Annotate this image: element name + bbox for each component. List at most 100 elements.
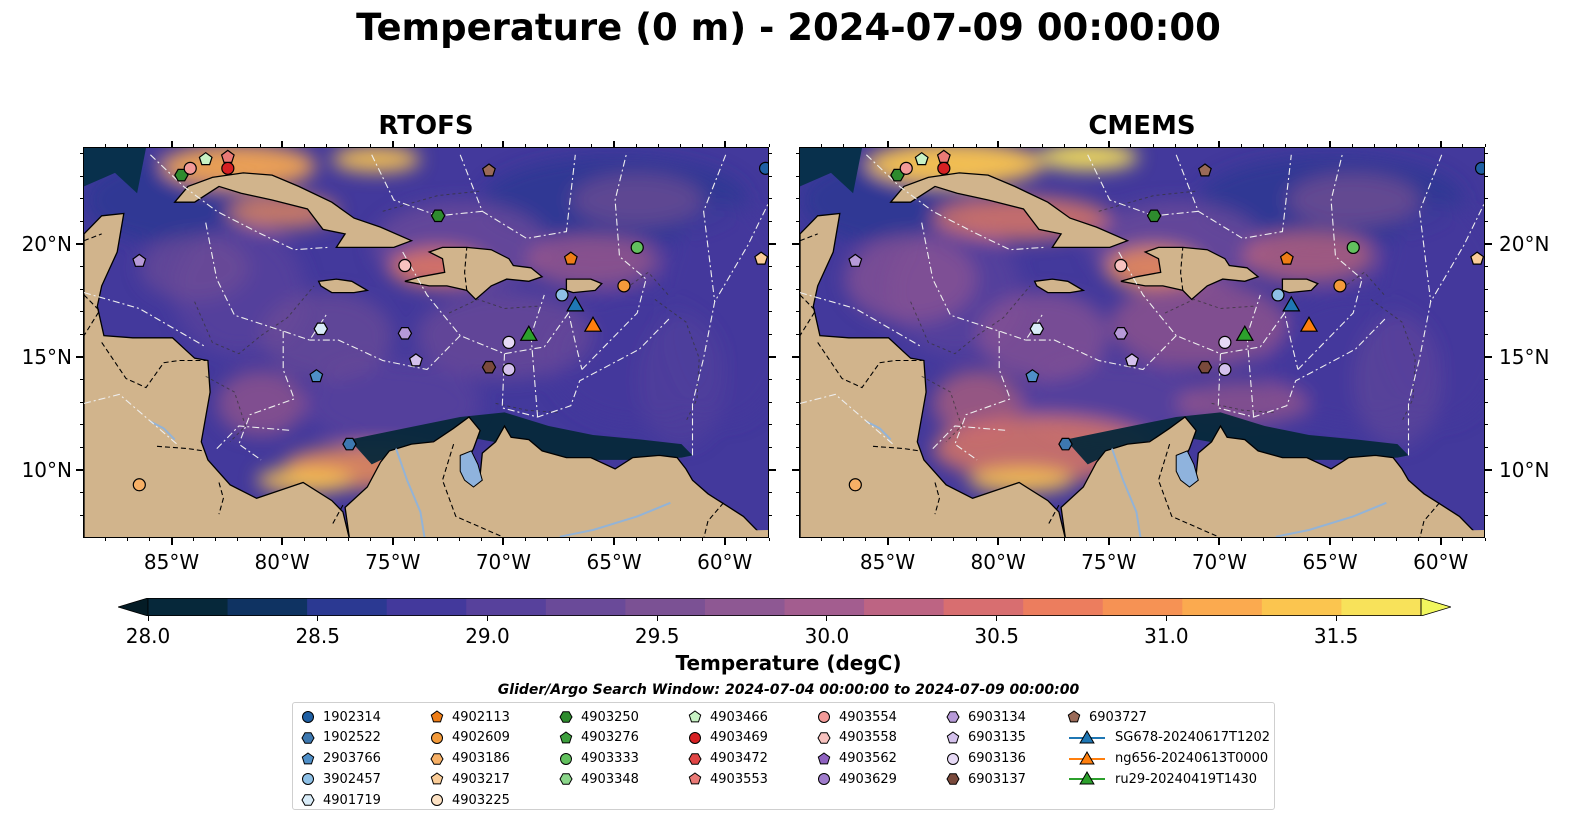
minor-tick-right [769,492,772,494]
colorbar-bin [625,598,706,616]
minor-tick-top [679,144,681,147]
legend-label: 4903186 [452,751,510,767]
minor-tick-top [1086,144,1088,147]
legend-label: 4903562 [839,751,897,767]
float-marker-swatch-icon [689,731,701,744]
legend-label: 6903137 [968,771,1026,787]
minor-tick-right [769,266,772,268]
lon-label: 85°W [859,550,916,574]
legend-label: 4903333 [581,751,639,767]
tick-mark-bottom [613,538,616,545]
eez-boundary [581,154,647,370]
lon-label: 60°W [1413,550,1469,574]
colorbar-extend-low [118,598,149,616]
argo-float-marker [1146,209,1162,223]
minor-tick-bottom [679,538,681,541]
colorbar-title: Temperature (degC) [675,651,902,675]
legend-item: 4902609 [430,728,510,748]
minor-tick-top [702,144,704,147]
legend-label: 1902314 [323,709,381,725]
temperature-field-rtofs [84,148,768,537]
minor-tick-left [80,198,83,200]
country-border [156,445,204,452]
tick-mark-left [792,243,799,246]
minor-tick-bottom [1152,538,1154,541]
legend-item: 4903469 [688,728,768,748]
eez-boundary [1087,154,1199,217]
legend-label: ru29-20240419T1430 [1115,771,1258,787]
legend-item: 4903276 [559,728,639,748]
eez-boundary [1297,154,1363,370]
country-border [817,342,922,389]
isobath-line [194,285,315,355]
minor-tick-top [842,144,844,147]
tick-mark-bottom [886,538,889,545]
eez-boundary [501,317,671,418]
country-border [101,342,206,389]
float-marker-swatch-icon [946,773,960,786]
argo-float-marker [132,478,146,492]
eez-boundary [800,292,922,348]
argo-float-marker [221,161,235,175]
eez-boundary [205,222,328,341]
minor-tick-top [126,144,128,147]
minor-tick-bottom [657,538,659,541]
isobath-line [205,375,247,443]
legend-item: 4903553 [688,769,768,789]
search-window-caption: Glider/Argo Search Window: 2024-07-04 00… [497,682,1080,698]
minor-tick-bottom [1329,538,1331,541]
legend-item: 4903466 [688,707,768,727]
minor-tick-bottom [392,538,394,541]
minor-tick-top [1418,144,1420,147]
minor-tick-top [1196,144,1198,147]
argo-float-marker [502,362,516,377]
minor-tick-right [769,153,772,155]
minor-tick-left [796,198,799,200]
minor-tick-left [796,447,799,449]
float-marker-swatch-icon [688,752,702,765]
minor-tick-bottom [502,538,504,541]
minor-tick-bottom [1174,538,1176,541]
lon-label: 80°W [254,550,310,574]
minor-tick-bottom [702,538,704,541]
land-central-america [800,212,1066,537]
float-marker-swatch-icon [301,794,315,806]
temperature-shading [84,148,768,505]
minor-tick-bottom [1440,538,1442,541]
minor-tick-top [1285,144,1287,147]
minor-tick-top [1041,144,1043,147]
colorbar-tick-label: 31.0 [1144,624,1189,648]
argo-float-marker [1025,368,1040,383]
tick-mark-bottom [1107,538,1110,545]
minor-tick-right [1485,401,1488,403]
colorbar-tick-label: 31.5 [1313,624,1359,648]
float-marker-swatch-icon [302,773,314,786]
minor-tick-top [1484,144,1486,147]
minor-tick-left [796,221,799,223]
lake-maracaibo [459,450,483,488]
tick-mark-left [76,469,83,472]
minor-tick-bottom [104,538,106,541]
minor-tick-top [148,144,150,147]
glider-track-swatch-icon [1069,750,1105,765]
minor-tick-right [1485,447,1488,449]
lat-label-right: 15°N [1499,345,1550,370]
legend-item: ng656-20240613T0000 [1067,749,1268,769]
lat-label-left: 10°N [21,458,72,483]
colorbar-bin [1341,598,1422,616]
land-cuba [889,172,1130,249]
legend-label: 1902522 [323,730,381,746]
minor-tick-bottom [1130,538,1132,541]
argo-float-marker [1346,240,1360,255]
tick-mark-right [1485,356,1492,359]
tick-mark-left [76,356,83,359]
main-title: Temperature (0 m) - 2024-07-09 00:00:00 [356,6,1221,49]
argo-float-marker [848,478,862,492]
minor-tick-bottom [842,538,844,541]
tick-mark-left [76,243,83,246]
eez-boundary [691,202,768,456]
minor-tick-bottom [303,538,305,541]
isobath-line [495,402,558,413]
minor-tick-right [769,311,772,313]
minor-tick-right [769,198,772,200]
